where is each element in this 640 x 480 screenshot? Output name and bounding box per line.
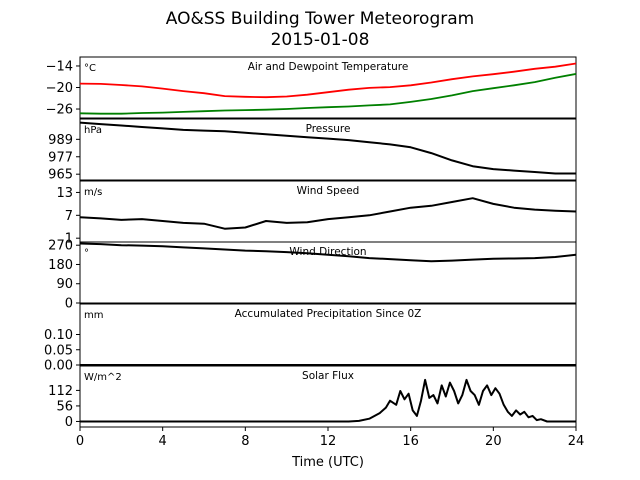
x-tick-label: 0 xyxy=(76,434,84,449)
y-tick-label: 13 xyxy=(56,186,73,201)
unit-label: °C xyxy=(84,63,96,74)
panel-title: Accumulated Precipitation Since 0Z xyxy=(235,308,422,320)
panel-title: Wind Speed xyxy=(297,185,360,197)
y-tick-label: 7 xyxy=(65,209,73,224)
y-tick-label: 0.10 xyxy=(44,328,73,343)
y-tick-label: 90 xyxy=(56,277,73,292)
y-tick-label: 0 xyxy=(65,297,73,312)
unit-label: m/s xyxy=(84,187,102,198)
figure-title-line1: AO&SS Building Tower Meteorogram xyxy=(166,9,474,29)
panel-frame xyxy=(79,241,577,304)
figure-title-line2: 2015-01-08 xyxy=(271,30,370,50)
y-tick-label: −26 xyxy=(46,103,73,118)
series-line-solar-flux-0 xyxy=(80,378,576,423)
y-tick-label: 270 xyxy=(48,239,73,254)
y-tick-label: 112 xyxy=(48,384,73,399)
panel-pressure: 989 977 965 hPa Pressure xyxy=(48,118,577,183)
unit-label: mm xyxy=(84,310,103,321)
x-axis-label: Time (UTC) xyxy=(291,455,364,470)
y-tick-label: −14 xyxy=(46,59,73,74)
y-tick-label: −20 xyxy=(46,81,73,96)
x-tick-label: 20 xyxy=(485,434,502,449)
x-tick-label: 8 xyxy=(241,434,249,449)
panel-title: Solar Flux xyxy=(302,370,354,382)
y-tick-label: 0.05 xyxy=(44,343,73,358)
panel-accumulated-precipitation-since-0z: 0.100.050.00 mm Accumulated Precipitation … xyxy=(44,303,577,374)
panels-group: −14 −20 −26 °C Air and Dewpoint Temperature 9… xyxy=(44,56,577,430)
y-tick-label: 180 xyxy=(48,258,73,273)
series-line-wind-direction-0 xyxy=(80,242,576,263)
x-tick-label: 16 xyxy=(402,434,419,449)
panel-frame xyxy=(79,118,577,181)
panel-title: Pressure xyxy=(306,123,351,135)
panel-air-and-dewpoint-temperature: −14 −20 −26 °C Air and Dewpoint Temperature xyxy=(46,56,577,119)
series-line-air-and-dewpoint-temperature-1 xyxy=(80,73,576,115)
x-tick-label: 4 xyxy=(159,434,167,449)
y-tick-label: 977 xyxy=(48,150,73,165)
y-tick-label: 989 xyxy=(48,133,73,148)
y-tick-label: 56 xyxy=(56,399,73,414)
x-tick-label: 24 xyxy=(568,434,585,449)
series-line-air-and-dewpoint-temperature-0 xyxy=(80,62,576,99)
y-tick-label: 965 xyxy=(48,168,73,183)
series-line-pressure-0 xyxy=(80,121,576,175)
y-tick-label: 0.00 xyxy=(44,359,73,374)
panel-wind-speed: 13 7 1 m/s Wind Speed xyxy=(56,180,577,247)
panel-title: Wind Direction xyxy=(289,246,366,258)
panel-title: Air and Dewpoint Temperature xyxy=(248,61,409,73)
panel-wind-direction: 270 180 90 0 ° Wind Direction xyxy=(48,239,577,312)
x-tick-label: 12 xyxy=(320,434,337,449)
y-tick-label: 0 xyxy=(65,415,73,430)
x-axis: 0 4 8 12 16 20 24 xyxy=(76,427,584,449)
series-line-wind-speed-0 xyxy=(80,197,576,230)
unit-label: ° xyxy=(84,248,89,259)
unit-label: W/m^2 xyxy=(84,372,122,383)
unit-label: hPa xyxy=(84,125,102,136)
y-tick-label: 1 xyxy=(65,232,73,247)
